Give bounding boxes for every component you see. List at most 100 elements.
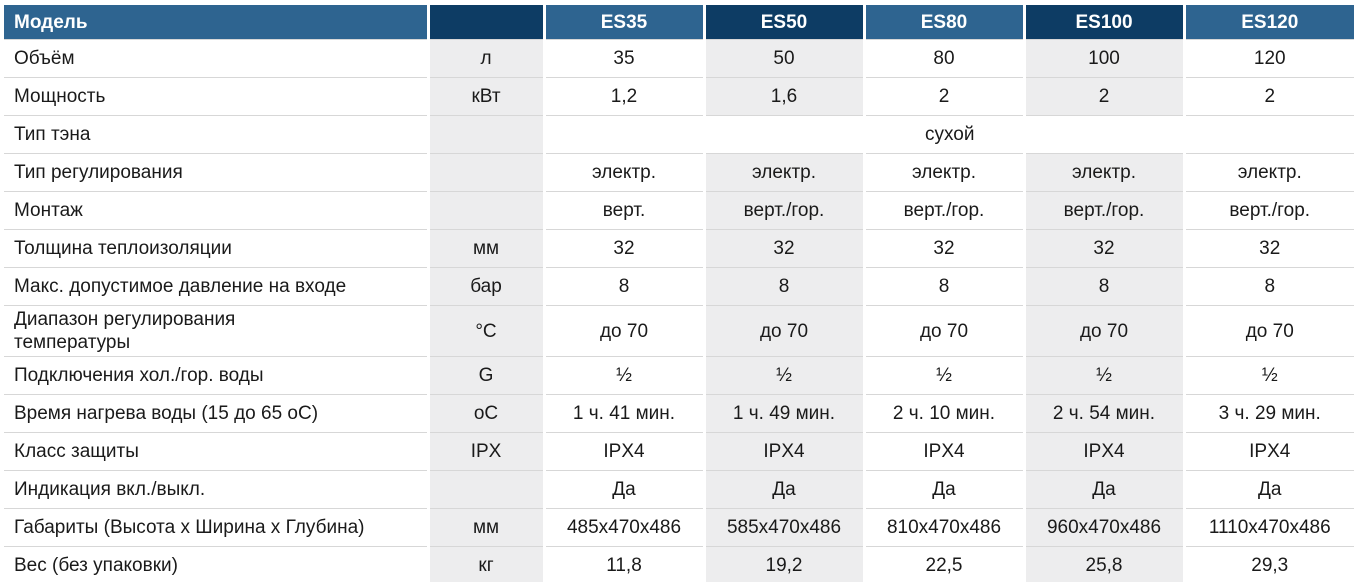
value-cell: IPX4 — [1182, 432, 1354, 471]
value-cell: 25,8 — [1022, 546, 1184, 582]
row-label: Диапазон регулирования температуры — [4, 305, 428, 357]
unit-cell — [426, 470, 544, 509]
value-cell: Да — [542, 470, 704, 509]
unit-cell: оС — [426, 394, 544, 433]
value-cell: 2 ч. 54 мин. — [1022, 394, 1184, 433]
value-cell: 8 — [862, 267, 1024, 306]
spec-row: Макс. допустимое давление на входе бар 8 8 8… — [4, 267, 1354, 306]
unit-cell: кВт — [426, 77, 544, 116]
unit-cell — [426, 115, 544, 154]
value-cell: верт./гор. — [862, 191, 1024, 230]
value-cell: до 70 — [542, 305, 704, 357]
value-cell: 2 — [1182, 77, 1354, 116]
row-label: Габариты (Высота x Ширина x Глубина) — [4, 508, 428, 547]
value-cell: 32 — [702, 229, 864, 268]
value-cell: 8 — [702, 267, 864, 306]
value-cell: 2 ч. 10 мин. — [862, 394, 1024, 433]
row-label: Индикация вкл./выкл. — [4, 470, 428, 509]
value-cell: ½ — [702, 356, 864, 395]
value-cell: электр. — [1182, 153, 1354, 192]
value-cell: 19,2 — [702, 546, 864, 582]
spec-row: Индикация вкл./выкл. Да Да Да Да Да — [4, 470, 1354, 509]
col-header-es50: ES50 — [702, 5, 864, 40]
value-cell: 100 — [1022, 39, 1184, 78]
value-cell: IPX4 — [1022, 432, 1184, 471]
col-header-unit — [426, 5, 544, 40]
value-cell: до 70 — [702, 305, 864, 357]
value-cell: Да — [702, 470, 864, 509]
value-cell: 120 — [1182, 39, 1354, 78]
value-cell: 1110x470x486 — [1182, 508, 1354, 547]
spec-row: Мощность кВт 1,2 1,6 2 2 2 — [4, 77, 1354, 116]
value-cell: 50 — [702, 39, 864, 78]
value-cell: до 70 — [862, 305, 1024, 357]
row-label: Время нагрева воды (15 до 65 оС) — [4, 394, 428, 433]
col-header-es80: ES80 — [862, 5, 1024, 40]
value-cell: 35 — [542, 39, 704, 78]
row-label: Макс. допустимое давление на входе — [4, 267, 428, 306]
value-cell: 1,6 — [702, 77, 864, 116]
value-cell: 8 — [1182, 267, 1354, 306]
unit-cell: IPX — [426, 432, 544, 471]
header-row: Модель ES35 ES50 ES80 ES100 ES120 — [4, 5, 1354, 40]
value-cell: до 70 — [1022, 305, 1184, 357]
spec-row: Тип регулирования электр. электр. электр. эл… — [4, 153, 1354, 192]
value-cell: 32 — [1182, 229, 1354, 268]
value-cell: 32 — [1022, 229, 1184, 268]
col-header-es120: ES120 — [1182, 5, 1354, 40]
spec-row: Объём л 35 50 80 100 120 — [4, 39, 1354, 78]
value-cell: верт./гор. — [1182, 191, 1354, 230]
value-cell: 22,5 — [862, 546, 1024, 582]
value-cell: IPX4 — [862, 432, 1024, 471]
value-cell: электр. — [542, 153, 704, 192]
unit-cell: кг — [426, 546, 544, 582]
spec-row: Вес (без упаковки) кг 11,8 19,2 22,5 25,8 29,3 — [4, 546, 1354, 582]
row-label: Толщина теплоизоляции — [4, 229, 428, 268]
value-cell: IPX4 — [542, 432, 704, 471]
col-header-es35: ES35 — [542, 5, 704, 40]
spec-row: Толщина теплоизоляции мм 32 32 32 32 32 — [4, 229, 1354, 268]
value-cell: 32 — [862, 229, 1024, 268]
row-label: Подключения хол./гор. воды — [4, 356, 428, 395]
value-cell: ½ — [1022, 356, 1184, 395]
value-cell: 8 — [542, 267, 704, 306]
row-label: Объём — [4, 39, 428, 78]
unit-cell — [426, 153, 544, 192]
value-cell: верт./гор. — [1022, 191, 1184, 230]
value-cell: Да — [862, 470, 1024, 509]
row-label: Тип тэна — [4, 115, 428, 154]
unit-cell: G — [426, 356, 544, 395]
value-cell: 11,8 — [542, 546, 704, 582]
value-cell: 810x470x486 — [862, 508, 1024, 547]
value-cell: 2 — [862, 77, 1024, 116]
value-cell: верт./гор. — [702, 191, 864, 230]
value-cell: электр. — [702, 153, 864, 192]
unit-cell: мм — [426, 229, 544, 268]
spec-row: Время нагрева воды (15 до 65 оС) оС 1 ч. 4… — [4, 394, 1354, 433]
value-cell: до 70 — [1182, 305, 1354, 357]
unit-cell: мм — [426, 508, 544, 547]
row-label: Тип регулирования — [4, 153, 428, 192]
value-cell: 8 — [1022, 267, 1184, 306]
value-cell: верт. — [542, 191, 704, 230]
merged-value-cell: сухой — [542, 115, 1354, 154]
spec-row: Тип тэна сухой — [4, 115, 1354, 154]
spec-row: Монтаж верт. верт./гор. верт./гор. верт./гор… — [4, 191, 1354, 230]
row-label: Класс защиты — [4, 432, 428, 471]
value-cell: 3 ч. 29 мин. — [1182, 394, 1354, 433]
value-cell: ½ — [862, 356, 1024, 395]
row-label: Мощность — [4, 77, 428, 116]
row-label: Вес (без упаковки) — [4, 546, 428, 582]
value-cell: 960x470x486 — [1022, 508, 1184, 547]
col-header-es100: ES100 — [1022, 5, 1184, 40]
unit-cell — [426, 191, 544, 230]
unit-cell: °С — [426, 305, 544, 357]
value-cell: IPX4 — [702, 432, 864, 471]
col-header-model: Модель — [4, 5, 428, 40]
value-cell: 1 ч. 41 мин. — [542, 394, 704, 433]
spec-table-body: Объём л 35 50 80 100 120 Мощность кВт 1,2 1,6 2 2 2 Ти… — [4, 39, 1354, 582]
spec-table: Модель ES35 ES50 ES80 ES100 ES120 Объём л… — [4, 5, 1354, 582]
unit-cell: л — [426, 39, 544, 78]
value-cell: 1,2 — [542, 77, 704, 116]
